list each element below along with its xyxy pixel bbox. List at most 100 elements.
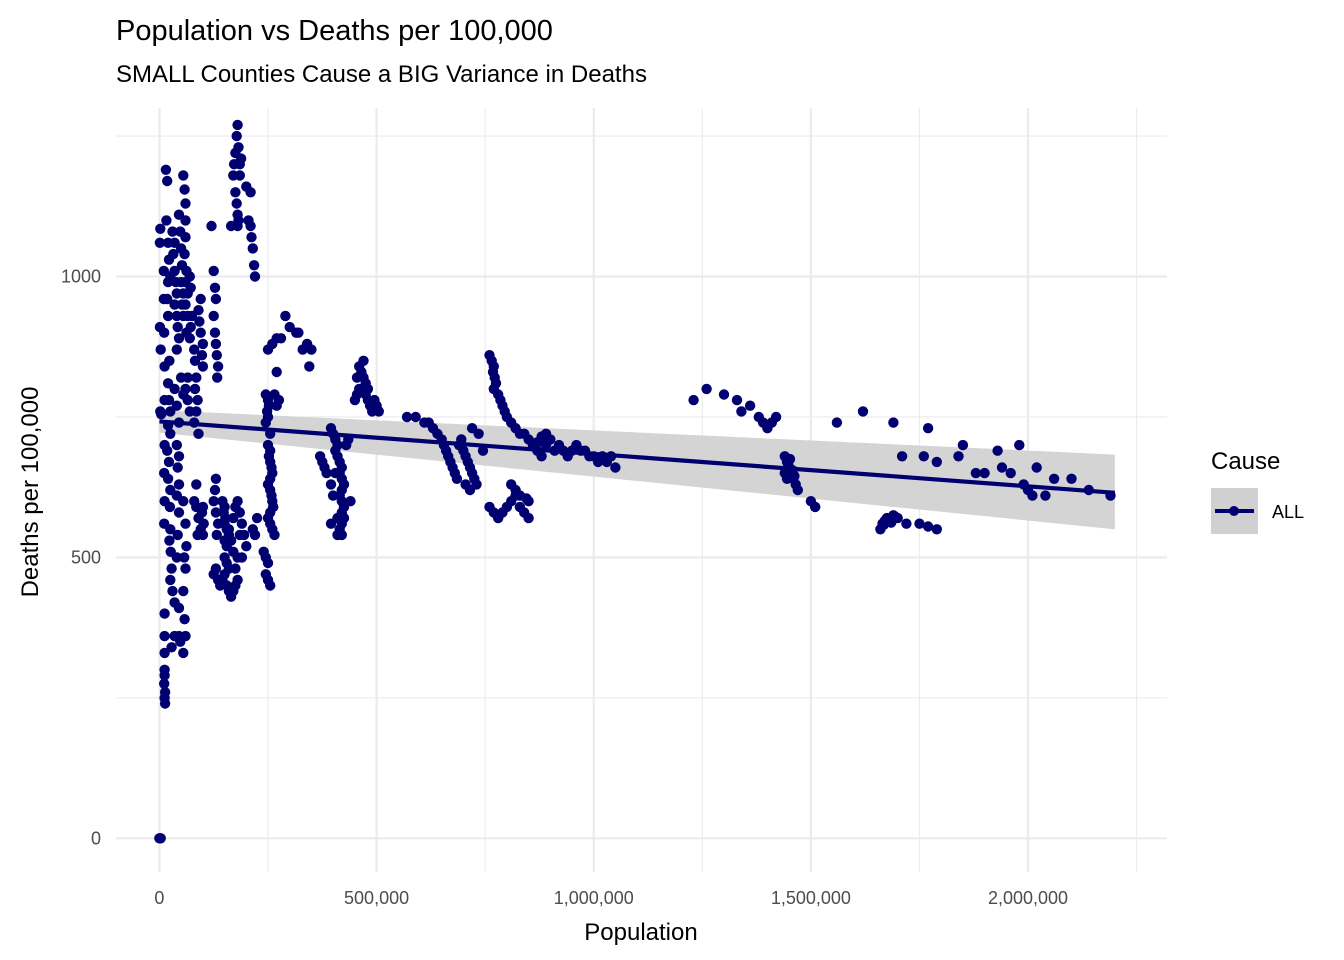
data-point xyxy=(179,614,190,625)
data-point xyxy=(184,271,195,282)
x-axis-ticks: 0 500,000 1,000,000 1,500,000 2,000,000 xyxy=(154,888,1068,908)
data-point xyxy=(477,445,489,456)
data-point xyxy=(358,355,369,366)
data-point xyxy=(232,119,243,131)
data-point xyxy=(744,400,756,411)
data-point xyxy=(193,305,204,316)
data-point xyxy=(159,630,170,642)
data-point xyxy=(184,333,195,344)
data-point xyxy=(185,282,196,293)
data-point xyxy=(211,529,222,541)
data-point xyxy=(171,344,182,355)
data-point xyxy=(164,501,176,513)
data-point xyxy=(194,316,205,327)
data-point xyxy=(345,496,356,507)
data-point xyxy=(810,501,821,513)
data-point xyxy=(165,574,176,586)
data-point xyxy=(232,496,243,507)
data-point xyxy=(271,366,282,378)
data-point xyxy=(451,473,463,484)
y-tick-label: 1000 xyxy=(61,267,101,287)
data-point xyxy=(173,479,185,490)
data-point xyxy=(159,647,170,659)
data-point xyxy=(189,344,200,355)
data-point xyxy=(167,226,178,237)
data-point xyxy=(156,409,167,420)
data-point xyxy=(167,585,178,597)
data-point xyxy=(731,394,743,406)
grid xyxy=(116,108,1167,872)
data-point xyxy=(179,552,190,563)
data-point xyxy=(162,445,173,456)
data-point xyxy=(159,670,170,681)
data-point xyxy=(155,223,166,234)
data-point xyxy=(922,423,934,434)
data-point xyxy=(173,602,185,614)
data-point xyxy=(233,142,244,153)
data-point xyxy=(931,524,942,535)
data-point xyxy=(172,529,183,541)
data-point xyxy=(857,406,869,417)
data-point xyxy=(198,518,209,529)
data-point xyxy=(236,518,248,529)
data-point xyxy=(536,451,547,462)
data-point xyxy=(164,535,175,546)
data-point xyxy=(161,215,172,226)
y-tick-label: 0 xyxy=(91,828,101,848)
data-point xyxy=(196,350,208,361)
data-point xyxy=(231,198,242,209)
data-point xyxy=(231,130,242,142)
data-point xyxy=(166,563,177,574)
data-point xyxy=(888,417,899,428)
data-point xyxy=(235,153,247,164)
data-point xyxy=(523,512,534,524)
data-point xyxy=(1066,473,1077,484)
data-point xyxy=(1040,490,1051,501)
data-point xyxy=(169,265,180,277)
data-point xyxy=(922,521,934,532)
data-point xyxy=(180,232,191,243)
data-point xyxy=(230,187,241,198)
data-point xyxy=(325,479,337,490)
data-point xyxy=(189,383,201,395)
data-point xyxy=(169,299,180,310)
data-point xyxy=(610,462,621,473)
legend: Cause ALL xyxy=(1211,448,1304,534)
data-point xyxy=(464,484,476,496)
data-point xyxy=(173,507,185,518)
data-point xyxy=(1005,467,1016,479)
data-point xyxy=(230,563,241,574)
data-point xyxy=(241,541,252,552)
data-point xyxy=(197,529,209,541)
data-point xyxy=(701,383,712,395)
data-point xyxy=(306,344,317,355)
data-point xyxy=(211,350,222,361)
x-tick-label: 1,500,000 xyxy=(771,888,851,908)
data-point xyxy=(208,265,219,277)
data-point xyxy=(179,248,190,260)
data-point xyxy=(206,220,217,232)
data-point xyxy=(191,479,202,490)
data-point xyxy=(171,552,182,563)
data-point xyxy=(275,333,287,344)
data-point xyxy=(159,687,171,698)
data-point xyxy=(159,678,170,689)
data-point xyxy=(718,389,730,400)
data-point xyxy=(523,496,534,507)
data-point xyxy=(248,260,260,271)
data-point xyxy=(979,467,990,479)
data-point xyxy=(197,361,209,372)
data-point xyxy=(736,406,747,417)
y-axis-title: Deaths per 100,000 xyxy=(17,387,44,598)
x-tick-label: 500,000 xyxy=(344,888,409,908)
data-point xyxy=(159,608,170,619)
data-point xyxy=(180,215,191,226)
data-point xyxy=(262,557,274,569)
data-point xyxy=(178,170,189,181)
data-point xyxy=(208,496,219,507)
data-point xyxy=(349,394,361,406)
data-point xyxy=(171,439,182,451)
data-point xyxy=(890,511,901,523)
data-point xyxy=(180,198,191,209)
data-point xyxy=(159,698,171,709)
